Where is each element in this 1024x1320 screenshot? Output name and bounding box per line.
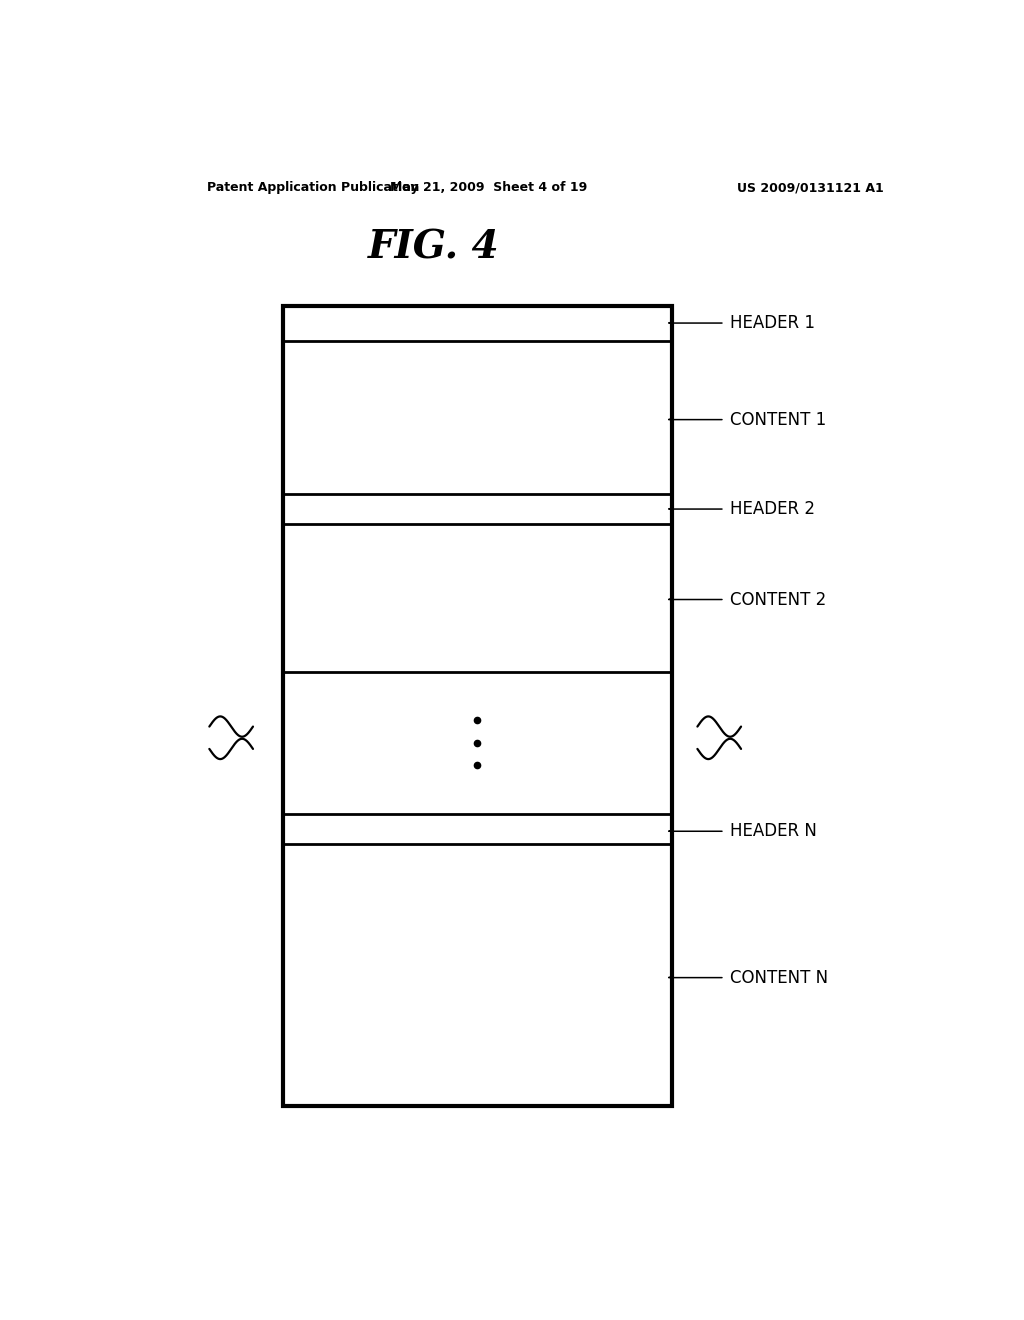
Text: CONTENT 1: CONTENT 1 <box>729 411 825 429</box>
Text: CONTENT 2: CONTENT 2 <box>729 590 825 609</box>
Text: FIG. 4: FIG. 4 <box>368 228 500 267</box>
Text: HEADER 2: HEADER 2 <box>729 500 814 517</box>
Bar <box>283 306 672 1106</box>
Text: May 21, 2009  Sheet 4 of 19: May 21, 2009 Sheet 4 of 19 <box>390 181 588 194</box>
Text: HEADER N: HEADER N <box>729 822 816 841</box>
Text: CONTENT N: CONTENT N <box>729 969 827 986</box>
Text: HEADER 1: HEADER 1 <box>729 314 814 333</box>
Text: Patent Application Publication: Patent Application Publication <box>207 181 420 194</box>
Text: US 2009/0131121 A1: US 2009/0131121 A1 <box>737 181 884 194</box>
